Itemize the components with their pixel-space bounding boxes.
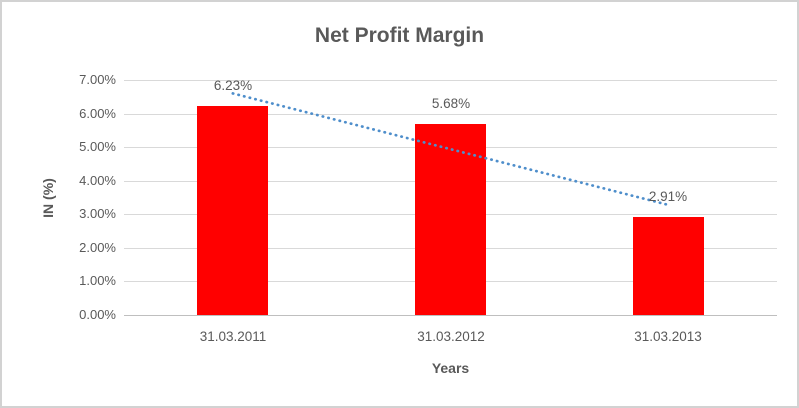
bar-value-label: 5.68%: [431, 96, 471, 111]
bar: [633, 217, 704, 315]
y-axis-tick-label: 3.00%: [79, 206, 116, 221]
x-axis-tick-label: 31.03.2012: [417, 329, 485, 344]
y-axis-tick-label: 5.00%: [79, 139, 116, 154]
x-axis-tick-label: 31.03.2013: [634, 329, 702, 344]
x-axis-tick-label: 31.03.2011: [199, 329, 267, 344]
x-axis-line: [124, 315, 777, 316]
bar-value-label: 6.23%: [213, 78, 253, 93]
bar-value-label: 2.91%: [648, 189, 688, 204]
y-axis-tick-label: 1.00%: [79, 273, 116, 288]
bar: [197, 106, 268, 315]
y-axis-tick-label: 0.00%: [79, 307, 116, 322]
x-axis-title: Years: [431, 360, 470, 376]
chart-title: Net Profit Margin: [314, 24, 485, 47]
bar: [415, 124, 486, 315]
y-axis-tick-label: 6.00%: [79, 106, 116, 121]
gridline: [124, 80, 777, 81]
y-axis-tick-label: 2.00%: [79, 240, 116, 255]
y-axis-tick-label: 4.00%: [79, 173, 116, 188]
y-axis-tick-label: 7.00%: [79, 72, 116, 87]
